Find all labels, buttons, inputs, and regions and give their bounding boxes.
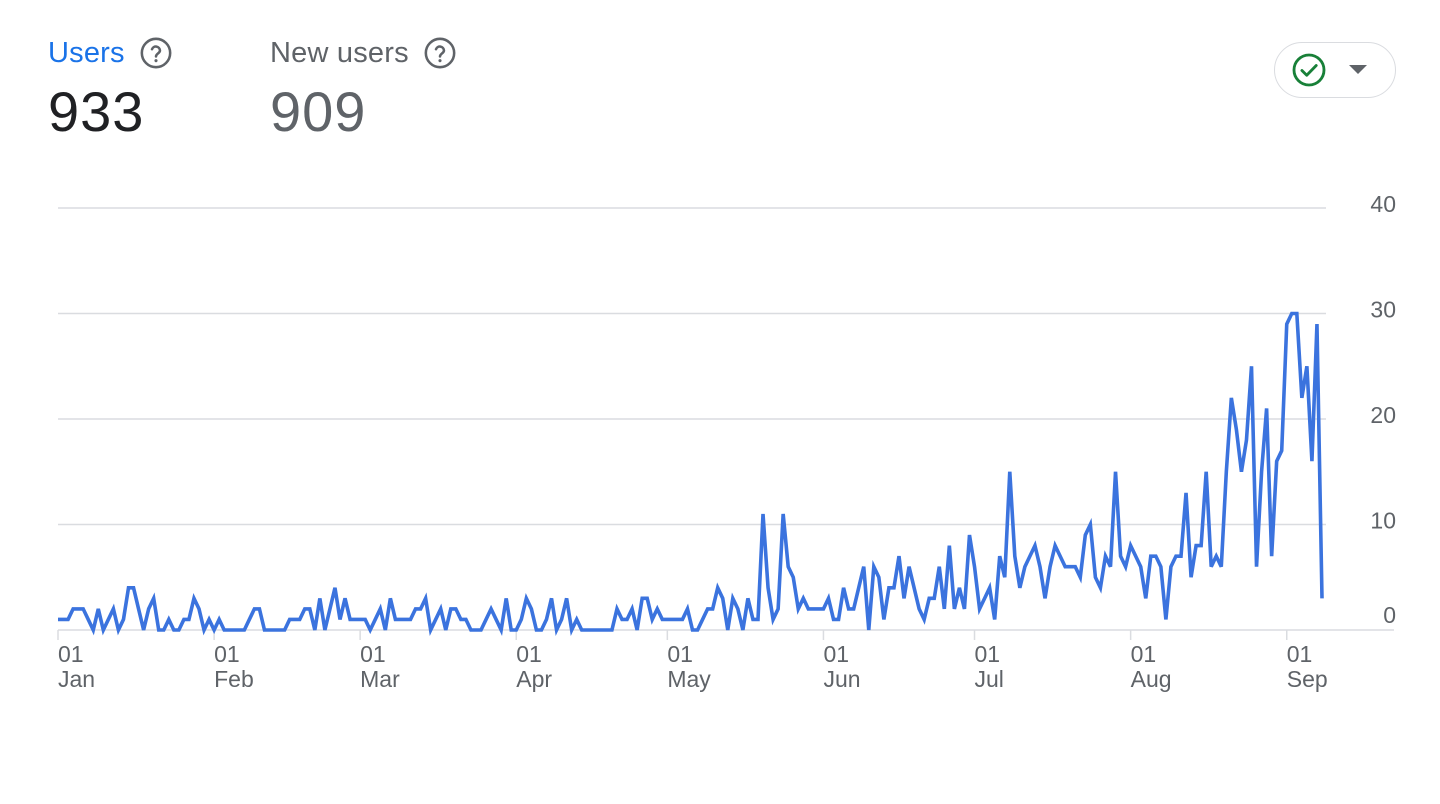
help-circle-icon[interactable] xyxy=(139,36,173,70)
metric-users-header: Users xyxy=(48,30,173,76)
x-tick-month: Jun xyxy=(823,666,860,692)
x-tick-day: 01 xyxy=(1287,641,1313,667)
y-axis-ticks: 0 10 20 30 40 xyxy=(1370,191,1396,628)
metric-new-users[interactable]: New users 909 xyxy=(270,30,457,140)
comparison-status-dropdown[interactable] xyxy=(1274,42,1396,98)
x-tick-month: Mar xyxy=(360,666,400,692)
x-tick-month: Apr xyxy=(516,666,552,692)
x-tick-day: 01 xyxy=(1131,641,1157,667)
metric-new-users-value: 909 xyxy=(270,80,367,143)
metric-new-users-header: New users xyxy=(270,30,457,76)
x-tick-day: 01 xyxy=(58,641,84,667)
y-tick-label: 10 xyxy=(1370,508,1396,534)
x-tick-day: 01 xyxy=(214,641,240,667)
y-tick-label: 30 xyxy=(1370,297,1396,323)
x-axis-ticks: 01Jan01Feb01Mar01Apr01May01Jun01Jul01Aug… xyxy=(57,630,1328,692)
y-tick-label: 20 xyxy=(1370,402,1396,428)
caret-down-icon xyxy=(1349,65,1367,75)
metric-users-value: 933 xyxy=(48,80,145,143)
help-circle-icon[interactable] xyxy=(423,36,457,70)
x-tick-month: Jan xyxy=(58,666,95,692)
x-tick-day: 01 xyxy=(667,641,693,667)
check-circle-icon xyxy=(1291,52,1327,88)
metric-users-label[interactable]: Users xyxy=(48,36,125,69)
x-tick-month: Jul xyxy=(975,666,1004,692)
metric-users[interactable]: Users 933 xyxy=(48,30,173,140)
x-tick-month: Sep xyxy=(1287,666,1328,692)
x-tick-month: May xyxy=(667,666,711,692)
y-tick-label: 0 xyxy=(1383,602,1396,628)
x-tick-month: Feb xyxy=(214,666,254,692)
y-tick-label: 40 xyxy=(1370,191,1396,217)
users-series-line xyxy=(58,311,1324,637)
x-tick-day: 01 xyxy=(516,641,542,667)
chart-series xyxy=(58,311,1324,637)
x-tick-month: Aug xyxy=(1131,666,1172,692)
x-tick-day: 01 xyxy=(823,641,849,667)
x-tick-day: 01 xyxy=(360,641,386,667)
x-tick-day: 01 xyxy=(975,641,1001,667)
metric-new-users-label[interactable]: New users xyxy=(270,36,409,69)
